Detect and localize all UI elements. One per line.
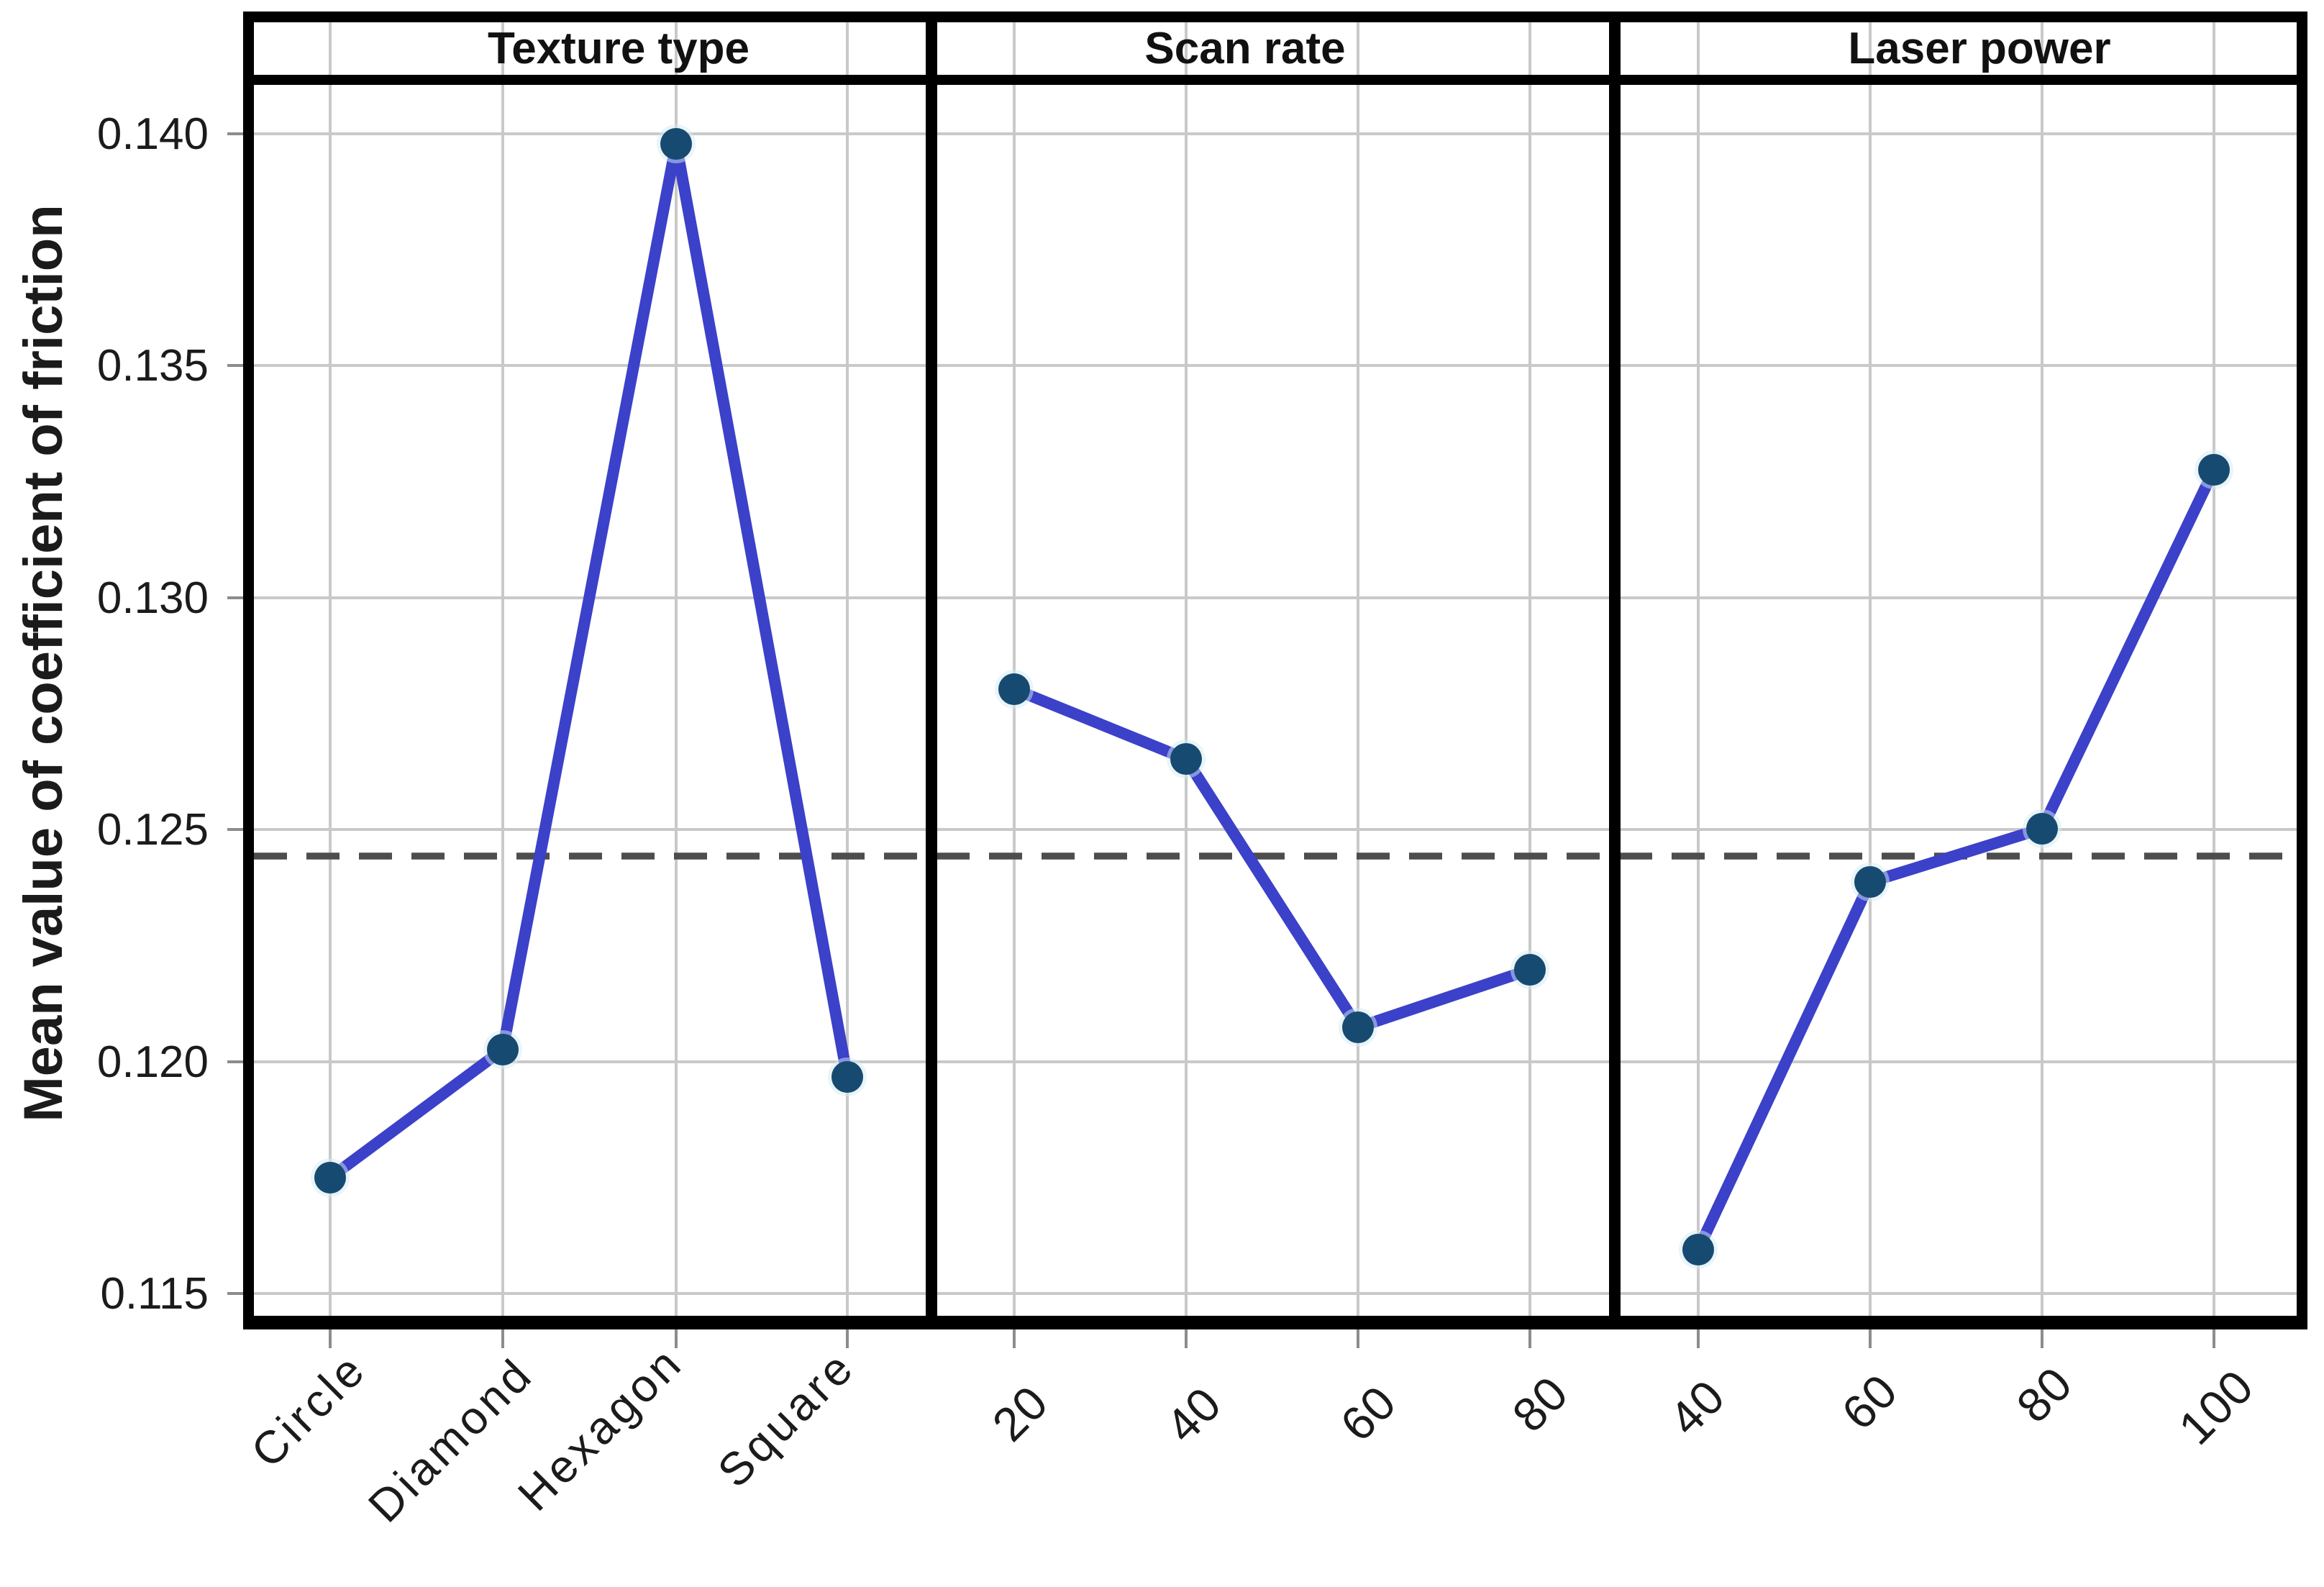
svg-text:0.140: 0.140 (97, 109, 209, 159)
svg-text:0.130: 0.130 (97, 573, 209, 623)
svg-text:0.120: 0.120 (97, 1037, 209, 1087)
svg-text:0.115: 0.115 (100, 1269, 209, 1319)
svg-text:Texture type: Texture type (488, 24, 749, 73)
svg-text:Scan rate: Scan rate (1144, 24, 1345, 73)
svg-text:0.125: 0.125 (97, 805, 209, 855)
svg-text:Laser power: Laser power (1848, 24, 2110, 73)
svg-text:0.135: 0.135 (97, 341, 209, 391)
svg-text:Mean value of coefficient of f: Mean value of coefficient of friction (13, 204, 74, 1122)
